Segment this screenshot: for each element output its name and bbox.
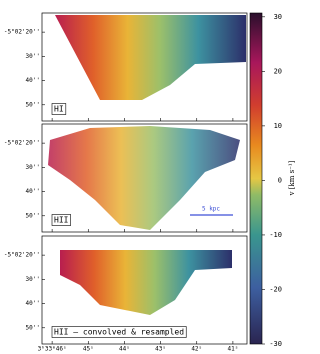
colorbar-tick-label: -20 bbox=[269, 285, 282, 293]
y-tick-label: 50'' bbox=[26, 212, 40, 219]
panel-frame bbox=[41, 12, 248, 122]
x-tick-label: 42ˢ bbox=[191, 346, 202, 353]
y-tick-label: -5°02'20'' bbox=[4, 252, 40, 259]
x-tick-label: 45ˢ bbox=[83, 346, 94, 353]
y-tick-label: 50'' bbox=[26, 324, 40, 331]
panel-label: HI bbox=[54, 105, 64, 114]
colorbar-tick-label: 0 bbox=[278, 176, 282, 184]
figure: -5°02'20'' 30'' 40'' 50'' HI -5°02'20'' 30'' 40… bbox=[4, 12, 296, 353]
panel-label: HII bbox=[54, 216, 69, 225]
panel-label: HII — convolved & resampled bbox=[54, 328, 184, 337]
x-tick-label: 43ˢ bbox=[155, 346, 166, 353]
colorbar-tick-label: -10 bbox=[269, 231, 282, 239]
y-tick-label: 40'' bbox=[26, 300, 40, 307]
panel-frame bbox=[41, 235, 248, 345]
panel-label-box bbox=[51, 214, 71, 226]
x-tick-label: 44ˢ bbox=[119, 346, 130, 353]
map-images bbox=[48, 15, 246, 315]
scale-bar-label: 5 kpc bbox=[202, 206, 220, 213]
y-tick-label: 40'' bbox=[26, 188, 40, 195]
colorbar-tick-label: 10 bbox=[274, 122, 282, 130]
x-tick-label: 3ʰ33ᵐ46ˢ bbox=[38, 346, 67, 353]
colorbar-tick-label: 20 bbox=[274, 67, 282, 75]
y-tick-label: -5°02'20'' bbox=[4, 29, 40, 36]
y-tick-label: 30'' bbox=[26, 276, 40, 283]
colorbar bbox=[249, 12, 263, 345]
hii-map bbox=[48, 126, 240, 230]
colorbar-label: v [km s⁻¹] bbox=[288, 160, 296, 196]
y-tick-label: 50'' bbox=[26, 101, 40, 108]
colorbar-tick-label: -30 bbox=[269, 340, 282, 348]
x-tick-label: 41ˢ bbox=[227, 346, 238, 353]
panel-label-box bbox=[51, 103, 67, 115]
y-tick-label: 30'' bbox=[26, 53, 40, 60]
colorbar-tick-label: 30 bbox=[274, 13, 282, 21]
y-tick-label: -5°02'20'' bbox=[4, 140, 40, 147]
panel-frame bbox=[41, 123, 248, 233]
hii-conv-map bbox=[60, 250, 232, 315]
y-tick-label: 40'' bbox=[26, 77, 40, 84]
panel-label-box bbox=[51, 326, 187, 338]
y-tick-label: 30'' bbox=[26, 164, 40, 171]
hi-map bbox=[55, 15, 246, 100]
